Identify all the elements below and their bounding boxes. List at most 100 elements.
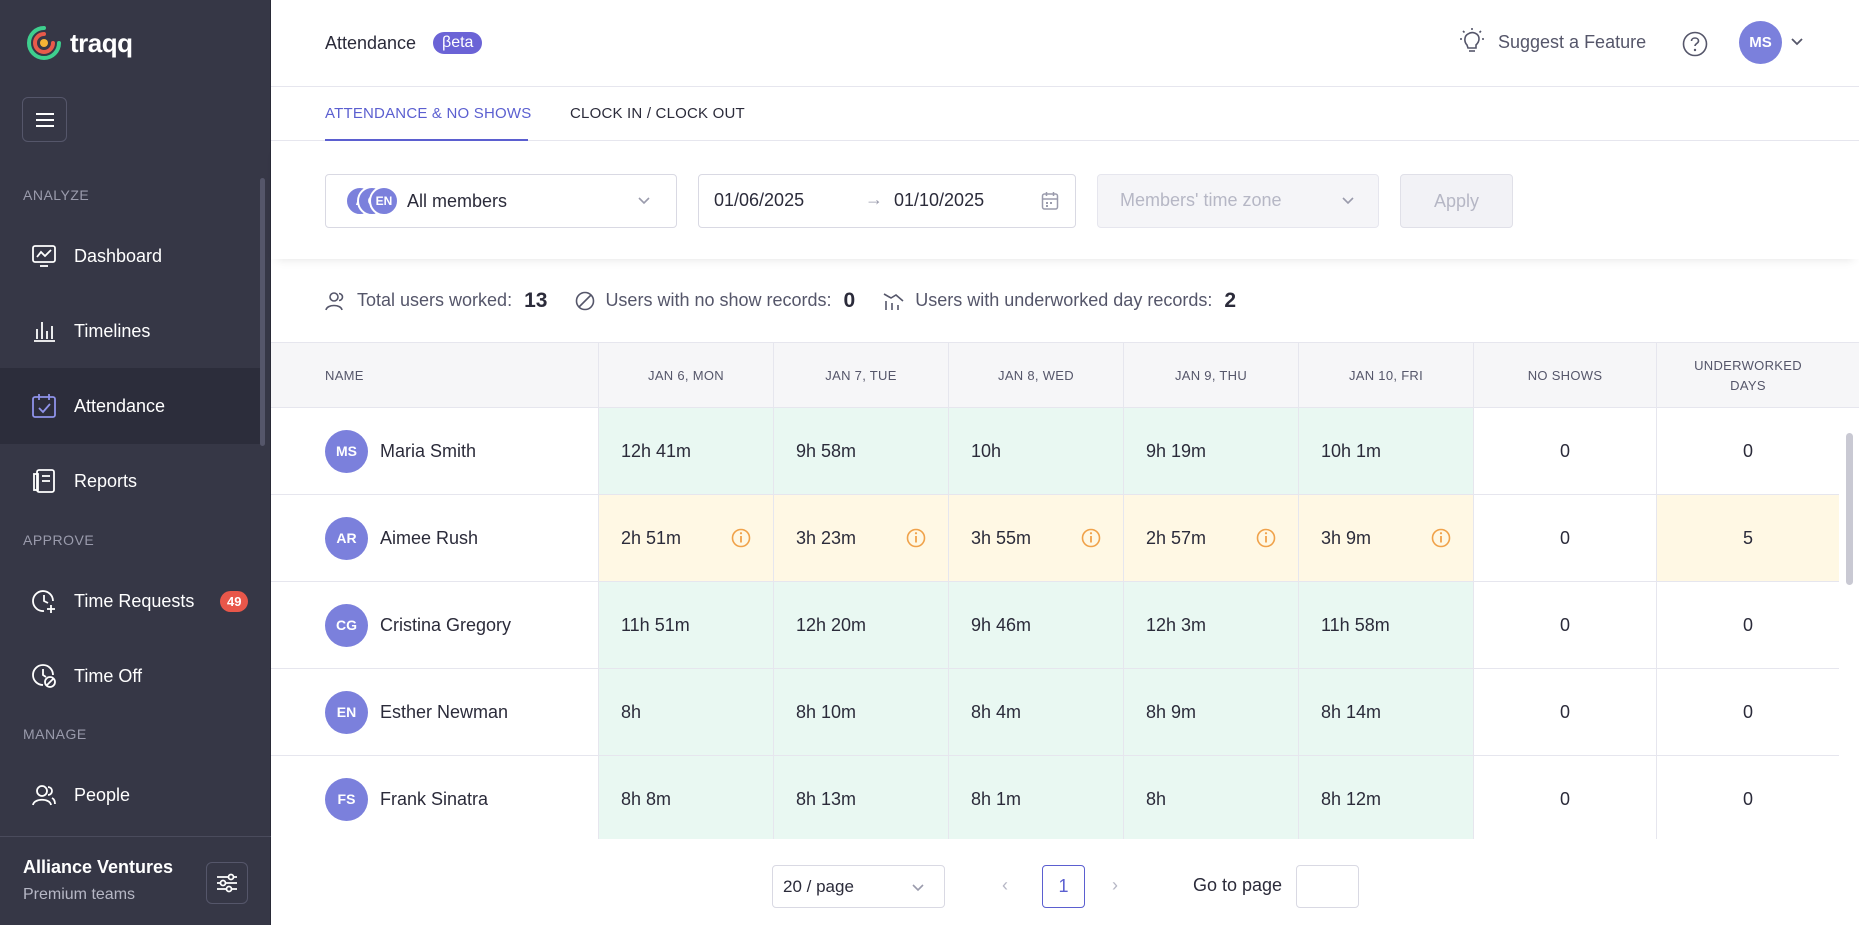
workspace-settings-button[interactable] [206, 862, 248, 904]
member-name[interactable]: Maria Smith [380, 440, 477, 461]
day-hours-cell[interactable]: 8h 12m [1298, 756, 1473, 839]
sliders-icon [217, 873, 237, 893]
day-hours-cell[interactable]: 8h 14m [1298, 669, 1473, 755]
current-page-button[interactable]: 1 [1042, 865, 1085, 908]
member-name[interactable]: Frank Sinatra [380, 788, 489, 809]
column-header-underworked[interactable]: UNDERWORKED DAYS [1656, 343, 1839, 408]
suggest-feature-button[interactable]: Suggest a Feature [1458, 28, 1646, 56]
table-scrollbar-thumb[interactable] [1846, 433, 1853, 585]
info-warning-icon[interactable] [731, 528, 751, 548]
sidebar-scrollbar[interactable] [260, 178, 265, 446]
info-warning-icon[interactable] [1081, 528, 1101, 548]
hours-value: 8h 13m [796, 788, 857, 809]
timezone-placeholder: Members' time zone [1120, 190, 1282, 210]
day-hours-cell[interactable]: 12h 3m [1123, 582, 1298, 668]
table-header: NAME JAN 6, MON JAN 7, TUE JAN 8, WED JA… [271, 343, 1859, 408]
user-avatar[interactable]: MS [1739, 21, 1782, 64]
info-warning-icon[interactable] [1431, 528, 1451, 548]
workspace-plan: Premium teams [23, 886, 136, 903]
avatar: FS [325, 777, 368, 821]
hours-value: 11h 51m [621, 614, 690, 635]
column-header-no-shows[interactable]: NO SHOWS [1473, 343, 1656, 408]
column-header-day[interactable]: JAN 6, MON [598, 343, 773, 408]
day-hours-cell[interactable]: 8h [598, 669, 773, 755]
member-name[interactable]: Aimee Rush [380, 527, 479, 548]
table-row[interactable]: EN Esther Newman 8h 8h 10m 8h 4m 8h 9m 8h 14m 0… [271, 669, 1839, 756]
day-hours-cell[interactable]: 12h 20m [773, 582, 948, 668]
day-hours-cell[interactable]: 8h 9m [1123, 669, 1298, 755]
day-hours-cell[interactable]: 3h 9m [1298, 495, 1473, 581]
stat-total-users: Total users worked: 13 [325, 289, 547, 313]
day-hours-cell[interactable]: 8h 8m [598, 756, 773, 839]
tab-clock-in-clock-out[interactable]: CLOCK IN / CLOCK OUT [570, 105, 745, 122]
column-header-day[interactable]: JAN 8, WED [948, 343, 1123, 408]
timezone-select[interactable]: Members' time zone [1097, 174, 1379, 228]
prev-page-button[interactable]: ‹ [1002, 875, 1008, 895]
sidebar-item-dashboard[interactable]: Dashboard [0, 218, 264, 294]
date-to-value[interactable]: 01/10/2025 [894, 190, 985, 210]
day-hours-cell[interactable]: 2h 51m [598, 495, 773, 581]
hours-value: 10h 1m [1321, 440, 1382, 461]
column-header-name[interactable]: NAME [325, 367, 364, 383]
chevron-down-icon[interactable] [1791, 38, 1803, 46]
table-row[interactable]: FS Frank Sinatra 8h 8m 8h 13m 8h 1m 8h 8h 12m 0… [271, 756, 1839, 839]
day-hours-cell[interactable]: 3h 23m [773, 495, 948, 581]
hours-value: 9h 58m [796, 440, 857, 461]
date-from-value[interactable]: 01/06/2025 [714, 190, 805, 210]
day-hours-cell[interactable]: 10h [948, 408, 1123, 494]
column-header-day[interactable]: JAN 10, FRI [1298, 343, 1473, 408]
members-select[interactable]: A C EN All members [325, 174, 677, 228]
day-hours-cell[interactable]: 8h 4m [948, 669, 1123, 755]
day-hours-cell[interactable]: 8h 13m [773, 756, 948, 839]
table-row[interactable]: MS Maria Smith 12h 41m 9h 58m 10h 9h 19m 10h 1… [271, 408, 1839, 495]
avatar: CG [325, 603, 368, 647]
brand-logo[interactable]: traqq [26, 22, 133, 64]
member-name[interactable]: Esther Newman [380, 701, 509, 722]
help-icon[interactable] [1682, 31, 1708, 57]
day-hours-cell[interactable]: 8h [1123, 756, 1298, 839]
day-hours-cell[interactable]: 12h 41m [598, 408, 773, 494]
day-hours-cell[interactable]: 10h 1m [1298, 408, 1473, 494]
sidebar-item-time-off[interactable]: Time Off [0, 638, 264, 714]
time-off-icon [30, 662, 58, 690]
sidebar-item-attendance[interactable]: Attendance [0, 368, 264, 444]
sidebar-item-label: People [74, 784, 131, 805]
next-page-button[interactable]: › [1112, 875, 1118, 895]
name-cell: MS Maria Smith [271, 408, 598, 494]
no-shows-cell: 0 [1473, 495, 1656, 581]
sidebar-item-reports[interactable]: Reports [0, 443, 264, 519]
day-hours-cell[interactable]: 9h 46m [948, 582, 1123, 668]
date-range-picker[interactable]: 01/06/2025 → 01/10/2025 [698, 174, 1076, 228]
column-header-day[interactable]: JAN 7, TUE [773, 343, 948, 408]
table-row[interactable]: CG Cristina Gregory 11h 51m 12h 20m 9h 46m 12… [271, 582, 1839, 669]
page-size-select[interactable]: 20 / page [772, 865, 945, 908]
sidebar-item-time-requests[interactable]: Time Requests 49 [0, 563, 264, 639]
day-hours-cell[interactable]: 8h 1m [948, 756, 1123, 839]
info-warning-icon[interactable] [1256, 528, 1276, 548]
hours-value: 8h 10m [796, 701, 857, 722]
menu-toggle-button[interactable] [22, 97, 67, 142]
day-hours-cell[interactable]: 9h 19m [1123, 408, 1298, 494]
day-hours-cell[interactable]: 8h 10m [773, 669, 948, 755]
day-hours-cell[interactable]: 2h 57m [1123, 495, 1298, 581]
column-header-day[interactable]: JAN 9, THU [1123, 343, 1298, 408]
day-hours-cell[interactable]: 3h 55m [948, 495, 1123, 581]
hours-value: 8h 1m [971, 788, 1022, 809]
hours-value: 3h 23m [796, 527, 857, 548]
goto-page-input[interactable] [1296, 865, 1359, 908]
member-name[interactable]: Cristina Gregory [380, 614, 512, 635]
prohibited-icon [576, 291, 595, 310]
beta-badge: βeta [433, 32, 483, 54]
info-warning-icon[interactable] [906, 528, 926, 548]
tab-attendance-no-shows[interactable]: ATTENDANCE & NO SHOWS [325, 105, 532, 122]
stat-label: Users with underworked day records: [915, 290, 1213, 310]
sidebar-item-timelines[interactable]: Timelines [0, 293, 264, 369]
section-label-analyze: ANALYZE [23, 187, 90, 203]
apply-button[interactable]: Apply [1400, 174, 1513, 228]
day-hours-cell[interactable]: 11h 51m [598, 582, 773, 668]
day-hours-cell[interactable]: 11h 58m [1298, 582, 1473, 668]
table-row[interactable]: AR Aimee Rush 2h 51m 3h 23m 3h 55m 2h 57m 3h 9… [271, 495, 1839, 582]
hours-value: 12h 20m [796, 614, 867, 635]
day-hours-cell[interactable]: 9h 58m [773, 408, 948, 494]
sidebar-item-people[interactable]: People [0, 757, 264, 833]
